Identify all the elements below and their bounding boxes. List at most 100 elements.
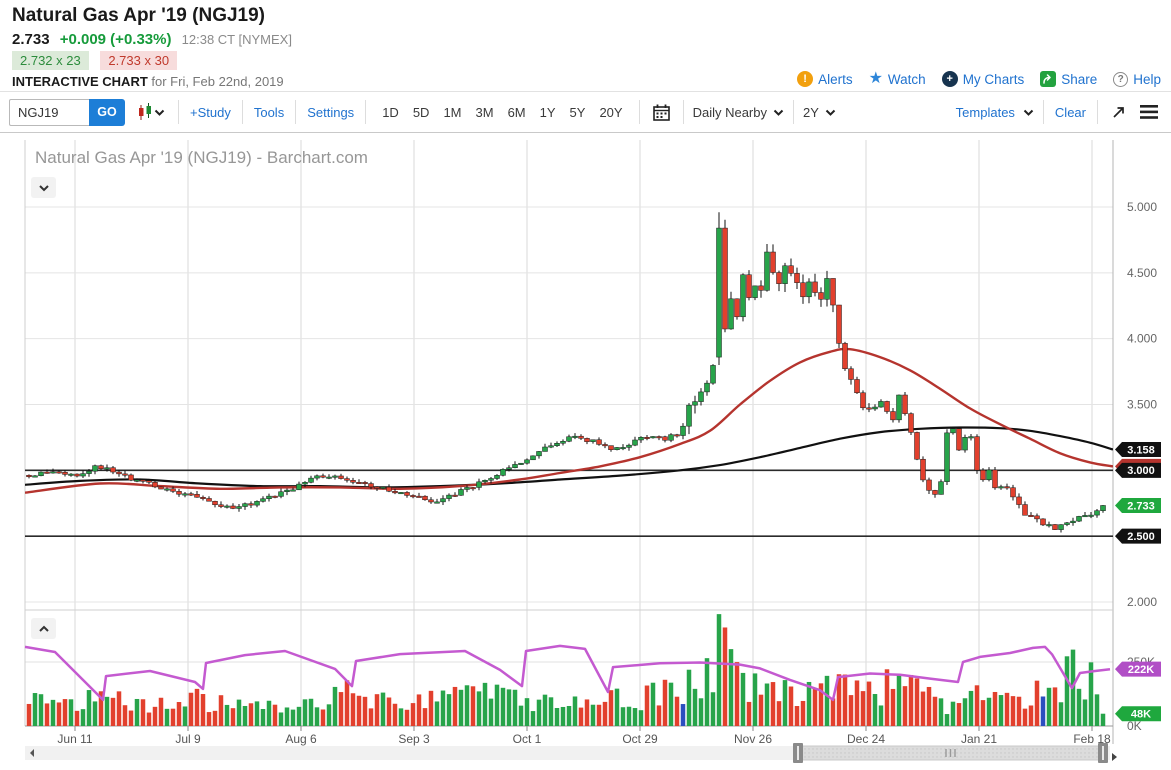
- chevron-down-icon: [1023, 109, 1034, 116]
- star-icon: ★: [868, 70, 883, 87]
- price-badge-3.158: 3.158: [1115, 442, 1161, 458]
- add-study-button[interactable]: +Study: [190, 104, 231, 120]
- svg-text:Oct 1: Oct 1: [513, 732, 542, 746]
- chevron-down-icon: [825, 109, 836, 116]
- svg-text:Oct 29: Oct 29: [622, 732, 658, 746]
- last-price: 2.733: [12, 31, 50, 48]
- period-5y-button[interactable]: 5Y: [569, 104, 586, 120]
- calendar-button[interactable]: [652, 104, 670, 121]
- open-interest-layer: [24, 644, 1111, 702]
- price-badges-layer: 3.158 3.000 2.733 2.500 222K 48K: [1115, 442, 1161, 722]
- period-1d-button[interactable]: 1D: [382, 104, 399, 120]
- toolbar-divider: [638, 100, 640, 124]
- ask-badge: 2.733 x 30: [100, 51, 178, 70]
- share-link[interactable]: Share: [1040, 71, 1097, 87]
- price-badge-3.000: 3.000: [1115, 462, 1161, 478]
- moving-averages-layer: [25, 347, 1113, 494]
- period-3m-button[interactable]: 3M: [475, 104, 494, 120]
- alert-icon: !: [797, 71, 814, 87]
- chevron-down-icon: [773, 109, 784, 116]
- svg-text:Feb 18: Feb 18: [1073, 732, 1111, 746]
- price-badge-2.500: 2.500: [1115, 528, 1161, 544]
- time-scrollbar[interactable]: [25, 743, 1117, 763]
- chart-watermark-title: Natural Gas Apr '19 (NGJ19) - Barchart.c…: [35, 148, 368, 167]
- chevron-down-icon: [154, 109, 165, 116]
- svg-text:Aug 6: Aug 6: [285, 732, 317, 746]
- go-button[interactable]: GO: [89, 98, 125, 126]
- bid-badge: 2.732 x 23: [12, 51, 89, 70]
- svg-text:48K: 48K: [1131, 709, 1151, 721]
- settings-button[interactable]: Settings: [307, 104, 355, 120]
- svg-text:Jul 9: Jul 9: [175, 732, 201, 746]
- candles-layer: [26, 212, 1106, 533]
- quote-header: Natural Gas Apr '19 (NGJ19) 2.733 +0.009…: [0, 0, 1171, 92]
- svg-text:Sep 3: Sep 3: [398, 732, 430, 746]
- svg-text:4.500: 4.500: [1127, 266, 1157, 280]
- tools-button[interactable]: Tools: [253, 104, 285, 120]
- frequency-dropdown[interactable]: Daily Nearby: [693, 105, 784, 120]
- hamburger-menu-icon: [1140, 105, 1158, 119]
- scrollbar-left-arrow[interactable]: [30, 749, 34, 757]
- open-interest-badge: 222K: [1115, 661, 1161, 677]
- templates-dropdown[interactable]: Templates: [954, 105, 1034, 120]
- svg-text:3.158: 3.158: [1127, 444, 1155, 456]
- grid-layer: [25, 140, 1113, 726]
- calendar-icon: [652, 104, 670, 121]
- chart-date: for Fri, Feb 22nd, 2019: [147, 74, 284, 89]
- help-link[interactable]: ? Help: [1113, 71, 1161, 87]
- alerts-link[interactable]: ! Alerts: [797, 71, 853, 87]
- collapse-volume-panel-button[interactable]: [31, 618, 56, 639]
- price-row: 2.733 +0.009 (+0.33%) 12:38 CT [NYMEX]: [12, 31, 292, 48]
- volume-bars-layer: [26, 614, 1106, 726]
- toolbar-divider: [1097, 100, 1098, 124]
- toolbar-divider: [178, 100, 179, 124]
- chevron-up-icon: [38, 625, 49, 632]
- toolbar-divider: [682, 100, 684, 124]
- svg-text:Dec 24: Dec 24: [847, 732, 885, 746]
- horizontal-lines-layer: [25, 469, 1113, 537]
- chart-type-selector[interactable]: [137, 103, 165, 121]
- scrollbar-right-arrow[interactable]: [1112, 753, 1117, 761]
- chart-widget: 5.0004.5004.0003.5003.0002.5002.000250K0…: [0, 134, 1171, 770]
- my-charts-link[interactable]: + My Charts: [941, 71, 1024, 87]
- svg-text:Nov 26: Nov 26: [734, 732, 772, 746]
- symbol-input[interactable]: [9, 98, 89, 126]
- period-5d-button[interactable]: 5D: [412, 104, 430, 120]
- question-icon: ?: [1113, 71, 1129, 87]
- svg-text:2.500: 2.500: [1127, 531, 1155, 543]
- share-icon: [1040, 71, 1057, 87]
- svg-text:3.500: 3.500: [1127, 397, 1157, 411]
- clear-button[interactable]: Clear: [1054, 104, 1086, 120]
- svg-text:4.000: 4.000: [1127, 332, 1157, 346]
- period-1y-button[interactable]: 1Y: [539, 104, 556, 120]
- expand-chart-button[interactable]: [1111, 105, 1126, 120]
- volume-badge: 48K: [1115, 706, 1161, 722]
- toolbar-divider: [1042, 100, 1044, 124]
- period-6m-button[interactable]: 6M: [507, 104, 526, 120]
- svg-text:Jun 11: Jun 11: [57, 732, 92, 746]
- range-dropdown[interactable]: 2Y: [803, 105, 836, 120]
- svg-text:222K: 222K: [1128, 664, 1154, 676]
- svg-text:2.000: 2.000: [1127, 595, 1157, 609]
- interactive-chart-label: INTERACTIVE CHART: [12, 74, 148, 89]
- toolbar-divider: [793, 100, 794, 124]
- interactive-chart-caption: INTERACTIVE CHART for Fri, Feb 22nd, 201…: [12, 74, 284, 89]
- chart-canvas[interactable]: 5.0004.5004.0003.5003.0002.5002.000250K0…: [0, 134, 1171, 770]
- chart-menu-button[interactable]: [1140, 105, 1158, 119]
- expand-arrow-icon: [1113, 106, 1124, 118]
- svg-text:2.733: 2.733: [1127, 500, 1155, 512]
- chart-toolbar: GO +Study Tools Settings 1D 5D 1M 3M 6M …: [0, 92, 1171, 133]
- quote-time: 12:38 CT [NYMEX]: [181, 32, 292, 47]
- period-20y-button[interactable]: 20Y: [599, 104, 623, 120]
- period-1m-button[interactable]: 1M: [443, 104, 462, 120]
- toolbar-divider: [295, 100, 297, 124]
- collapse-price-panel-button[interactable]: [31, 177, 56, 198]
- bid-ask-row: 2.732 x 23 2.733 x 30: [12, 51, 178, 70]
- toolbar-divider: [241, 100, 243, 124]
- header-links: ! Alerts ★ Watch + My Charts Share ? Hel…: [797, 71, 1161, 87]
- x-axis: Jun 11 Jul 9 Aug 6 Sep 3 Oct 1 Oct 29 Nov 26 De…: [57, 726, 1111, 746]
- plus-circle-icon: +: [941, 71, 958, 87]
- watch-link[interactable]: ★ Watch: [868, 70, 926, 87]
- svg-text:5.000: 5.000: [1127, 200, 1157, 214]
